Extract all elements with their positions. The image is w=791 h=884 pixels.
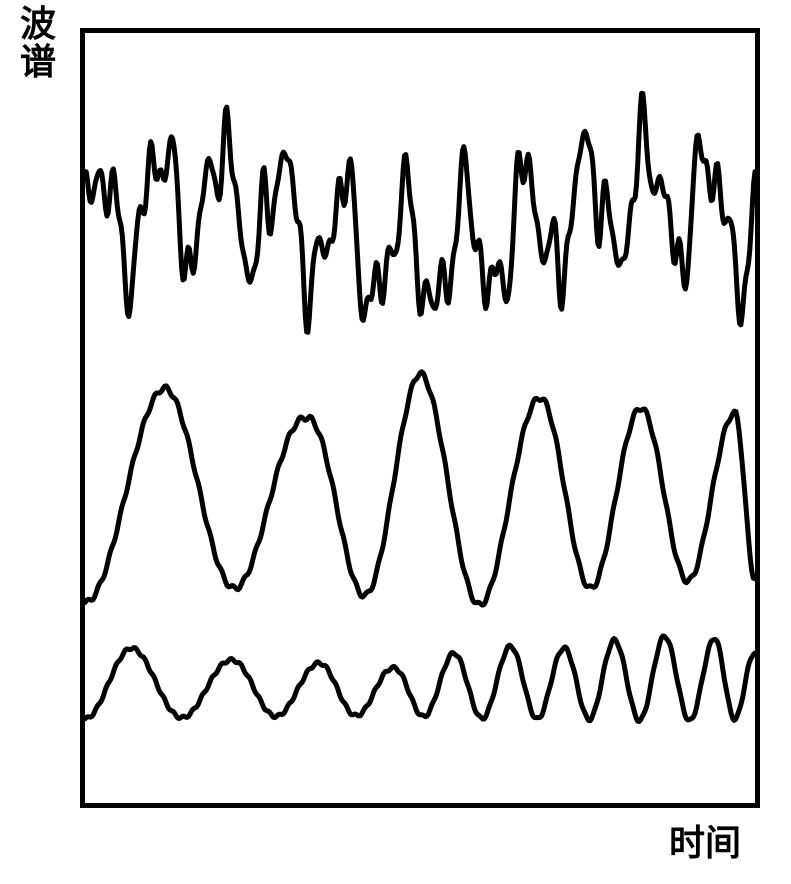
plot-area xyxy=(80,28,760,808)
y-axis-label-text: 波谱 xyxy=(20,4,56,82)
plot-svg xyxy=(80,28,760,808)
x-axis-label: 时间 xyxy=(669,814,741,866)
y-axis-label: 波谱 xyxy=(18,6,58,82)
x-axis-label-text: 时间 xyxy=(669,823,741,863)
figure-container: 波谱 时间 xyxy=(0,0,791,884)
